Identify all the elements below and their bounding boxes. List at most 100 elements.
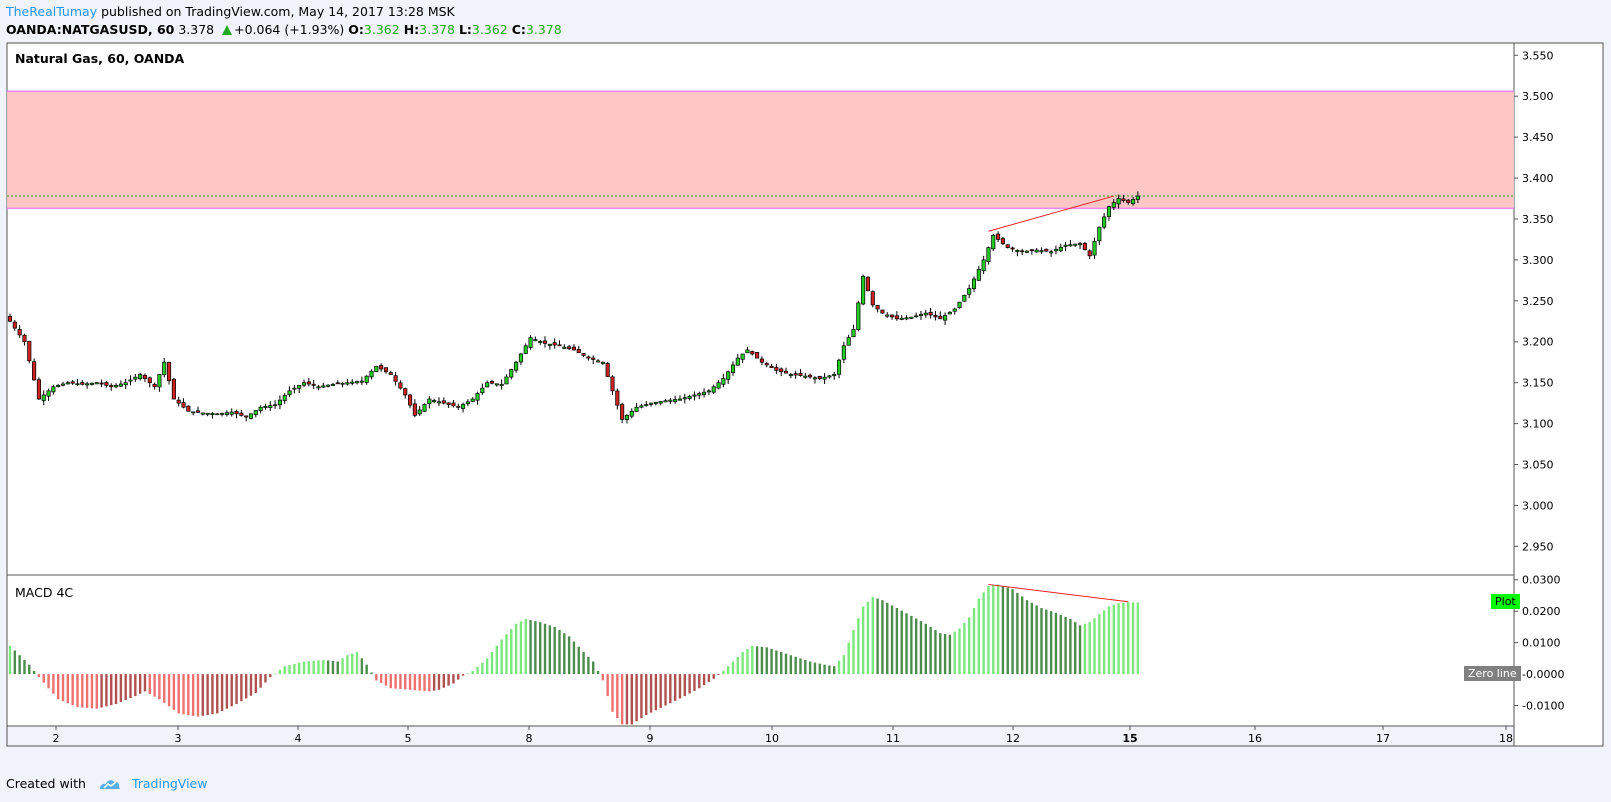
macd-bar	[413, 674, 417, 691]
candle-up	[118, 383, 123, 387]
macd-bar	[1025, 600, 1029, 675]
macd-bar	[572, 641, 576, 675]
candle-up	[624, 415, 630, 420]
macd-bar	[1030, 602, 1034, 675]
candle-up	[436, 401, 442, 404]
macd-bar	[259, 674, 262, 688]
candle-down	[567, 346, 572, 349]
price-change: +0.064 (+1.93%)	[234, 22, 345, 37]
macd-bar	[1136, 602, 1140, 675]
macd-bar	[346, 655, 349, 675]
macd-bar	[90, 674, 94, 709]
high-value: 3.378	[419, 22, 455, 37]
macd-bar	[302, 661, 306, 675]
macd-bar	[943, 633, 947, 675]
candle-down	[1082, 242, 1087, 251]
candle-up	[123, 382, 128, 386]
macd-bar	[982, 592, 985, 675]
tradingview-logo-icon	[99, 780, 120, 789]
candle-down	[875, 305, 880, 310]
candle-down	[388, 372, 393, 375]
macd-bar	[177, 674, 180, 714]
macd-bar	[784, 653, 788, 675]
macd-bar	[485, 658, 489, 675]
candle-down	[456, 406, 461, 408]
candle-up	[682, 397, 687, 400]
macd-bar	[972, 608, 976, 675]
time-axis-label: 15	[1122, 732, 1137, 745]
candle-up	[374, 365, 379, 373]
macd-bar	[471, 670, 474, 675]
candle-up	[75, 383, 80, 386]
candle-up	[1039, 250, 1044, 253]
publish-header: TheRealTumay published on TradingView.co…	[6, 3, 455, 21]
candle-up	[273, 404, 278, 407]
macd-bar	[567, 636, 571, 675]
macd-bar	[741, 652, 744, 675]
candle-down	[759, 358, 764, 363]
macd-bar	[529, 620, 532, 675]
macd-bar	[698, 674, 701, 689]
candle-down	[383, 367, 389, 373]
candle-down	[186, 405, 191, 412]
open-value: 3.362	[363, 22, 400, 37]
macd-bar	[755, 646, 759, 675]
candle-up	[220, 412, 225, 415]
candle-up	[85, 383, 90, 386]
candle-down	[750, 351, 755, 355]
candle-down	[571, 346, 576, 351]
macd-bar	[924, 623, 927, 675]
macd-bar	[948, 634, 952, 675]
candle-up	[649, 402, 654, 405]
macd-bar	[828, 665, 831, 675]
macd-bar	[543, 623, 547, 675]
candle-down	[1087, 250, 1092, 257]
macd-bar	[201, 674, 204, 716]
tradingview-link[interactable]: TradingView	[131, 776, 208, 791]
macd-bar	[1001, 586, 1005, 675]
candle-down	[22, 334, 27, 343]
macd-bar	[148, 674, 151, 695]
macd-bar	[649, 674, 653, 713]
candle-up	[321, 385, 326, 388]
macd-bar	[1064, 616, 1067, 675]
macd-plot-tag: Plot	[1491, 594, 1520, 610]
macd-bar	[1069, 619, 1072, 675]
macd-bar	[799, 658, 802, 675]
candle-up	[475, 393, 480, 401]
candle-down	[865, 276, 871, 291]
macd-bar	[404, 674, 407, 690]
candle-down	[36, 379, 41, 400]
candle-down	[32, 361, 37, 381]
macd-bar	[789, 655, 793, 675]
macd-bar	[331, 660, 335, 675]
candle-down	[933, 314, 938, 318]
candle-down	[793, 373, 798, 376]
candle-up	[191, 411, 196, 414]
macd-bar	[534, 621, 537, 675]
macd-bar	[240, 674, 243, 702]
candle-up	[326, 384, 331, 387]
candle-up	[432, 400, 437, 402]
candle-up	[909, 316, 914, 319]
macd-bar	[582, 652, 585, 675]
close-label: C:	[511, 22, 526, 37]
candle-up	[224, 412, 229, 415]
macd-bar	[765, 647, 768, 675]
candle-down	[109, 385, 114, 388]
candle-down	[1000, 238, 1005, 244]
footer: Created with TradingView	[6, 775, 207, 793]
candle-down	[99, 382, 104, 385]
macd-bar	[235, 674, 238, 704]
time-axis-label: 2	[53, 732, 60, 745]
candle-down	[234, 410, 239, 415]
candle-up	[133, 376, 138, 380]
macd-zero-line-tag: Zero line	[1464, 666, 1521, 682]
author-link[interactable]: TheRealTumay	[6, 4, 98, 19]
high-label: H:	[403, 22, 420, 37]
candle-up	[899, 317, 904, 320]
macd-bar	[553, 626, 556, 675]
candle-up	[301, 382, 307, 386]
macd-bar	[124, 674, 127, 701]
